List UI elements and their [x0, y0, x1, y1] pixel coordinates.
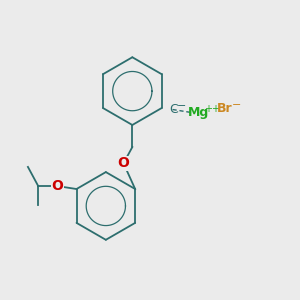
Text: O: O: [51, 179, 63, 193]
Text: −: −: [176, 101, 186, 111]
Text: O: O: [118, 156, 129, 170]
Text: −: −: [232, 100, 242, 110]
Text: C: C: [169, 103, 178, 116]
Text: Br: Br: [217, 101, 233, 115]
Text: Mg: Mg: [188, 106, 209, 119]
Text: ++: ++: [204, 104, 220, 114]
